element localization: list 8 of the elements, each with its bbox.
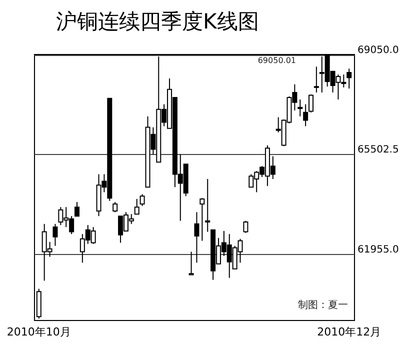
annotation: 69050.01 — [258, 56, 296, 65]
y-tick-label: 65502.5 — [358, 144, 399, 156]
annotation: 制图：夏一 — [298, 299, 348, 311]
chart-title: 沪铜连续四季度K线图 — [56, 10, 259, 34]
x-tick-label: 2010年10月 — [6, 326, 71, 338]
x-tick-label: 2010年12月 — [317, 326, 382, 338]
y-tick-label: 61955.0 — [358, 244, 399, 256]
y-tick-label: 69050.0 — [358, 45, 399, 56]
